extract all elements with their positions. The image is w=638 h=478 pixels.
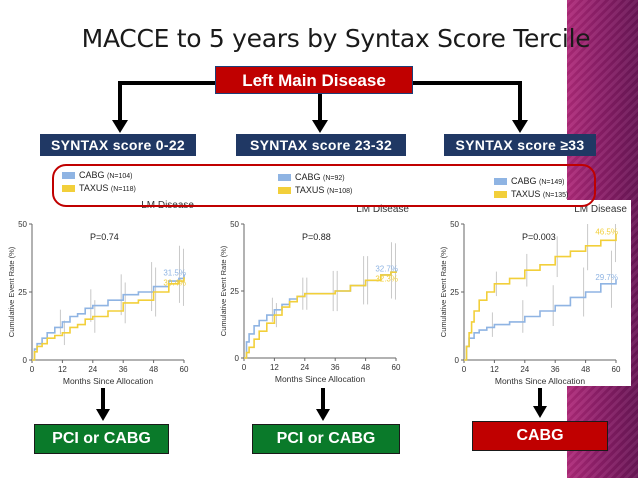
end-value-label: 46.5% [595, 228, 618, 237]
x-tick-label: 12 [490, 365, 499, 374]
arrow-head [112, 120, 128, 133]
legend-item-cabg: CABG (N=92) [278, 172, 352, 182]
legend-item-taxus: TAXUS (N=108) [278, 185, 352, 195]
x-tick-label: 24 [88, 365, 97, 374]
legend-high: CABG (N=149) TAXUS (N=135) [494, 176, 568, 199]
legend-count: (N=92) [323, 175, 345, 182]
legend-highlight-frame [52, 164, 596, 207]
legend-label: CABG [511, 176, 537, 186]
legend-label: TAXUS [511, 189, 541, 199]
x-tick-label: 36 [331, 363, 340, 372]
chart-title: LM Disease [574, 204, 627, 215]
km-curve-taxus [464, 233, 617, 361]
chart-title: LM Disease [356, 204, 409, 215]
cabg-swatch [62, 172, 75, 180]
y-axis-label: Cumulative Event Rate (%) [7, 246, 16, 337]
legend-mid: CABG (N=92) TAXUS (N=108) [278, 172, 352, 195]
result-box-mid: PCI or CABG [252, 424, 400, 454]
arrow-head [533, 406, 547, 418]
x-tick-label: 24 [520, 365, 529, 374]
cabg-swatch [278, 174, 291, 182]
legend-label: TAXUS [295, 185, 325, 195]
y-tick-label: 0 [23, 356, 28, 365]
x-tick-label: 48 [149, 365, 158, 374]
arrow-head [316, 409, 330, 421]
x-tick-label: 60 [612, 365, 621, 374]
p-value-label: P=0.003 [522, 232, 556, 242]
end-value-label: 32.7% [375, 264, 398, 273]
y-tick-label: 50 [18, 220, 27, 229]
x-tick-label: 60 [180, 365, 189, 374]
syntax-score-high-box: SYNTAX score ≥33 [444, 134, 596, 156]
x-tick-label: 12 [58, 365, 67, 374]
y-tick-label: 0 [455, 356, 460, 365]
x-tick-label: 48 [361, 363, 370, 372]
arrow-head [312, 120, 328, 133]
km-curve-cabg [244, 270, 397, 359]
y-tick-label: 50 [450, 220, 459, 229]
y-tick-label: 50 [230, 220, 239, 229]
y-tick-label: 25 [18, 288, 27, 297]
arrow-head [512, 120, 528, 133]
legend-label: CABG [79, 170, 105, 180]
left-main-disease-box: Left Main Disease [215, 66, 413, 94]
cabg-swatch [494, 178, 507, 186]
legend-low: CABG (N=104) TAXUS (N=118) [62, 170, 136, 193]
legend-count: (N=135) [542, 192, 569, 199]
legend-label: CABG [295, 172, 321, 182]
result-box-high: CABG [472, 421, 608, 451]
slide-title: MACCE to 5 years by Syntax Score Tercile [81, 24, 591, 53]
p-value-label: P=0.74 [90, 232, 119, 242]
y-axis-label: Cumulative Event Rate (%) [219, 245, 228, 336]
km-curve-cabg [464, 279, 617, 361]
legend-label: TAXUS [79, 183, 109, 193]
p-value-label: P=0.88 [302, 232, 331, 242]
end-value-label: 29.7% [595, 273, 618, 282]
x-tick-label: 12 [270, 363, 279, 372]
legend-item-taxus: TAXUS (N=118) [62, 183, 136, 193]
km-chart-high: LM Disease P=0.003 0 25 50 0 12 24 36 48 60 Months … [439, 204, 627, 386]
end-value-label: 30.4% [163, 278, 186, 287]
legend-count: (N=149) [539, 179, 565, 186]
km-curve-cabg [32, 274, 185, 361]
x-tick-label: 0 [462, 365, 467, 374]
x-tick-label: 0 [30, 365, 35, 374]
x-axis-label: Months Since Allocation [63, 376, 154, 386]
x-tick-label: 36 [551, 365, 560, 374]
result-box-low: PCI or CABG [34, 424, 169, 454]
y-tick-label: 25 [450, 288, 459, 297]
chart-panel-mid: LM Disease P=0.88 0 25 50 0 12 24 36 48 60 Months S… [218, 200, 413, 386]
x-tick-label: 60 [392, 363, 401, 372]
x-tick-label: 36 [119, 365, 128, 374]
arrow-head [96, 409, 110, 421]
km-curve-taxus [244, 271, 397, 359]
taxus-swatch [278, 187, 291, 195]
y-tick-label: 0 [235, 354, 240, 363]
y-axis-label: Cumulative Event Rate (%) [439, 246, 448, 337]
legend-count: (N=108) [326, 188, 353, 195]
legend-item-cabg: CABG (N=149) [494, 176, 568, 186]
x-tick-label: 48 [581, 365, 590, 374]
x-tick-label: 24 [300, 363, 309, 372]
km-chart-mid: LM Disease P=0.88 0 25 50 0 12 24 36 48 60 Months S… [219, 204, 409, 384]
end-value-label: 31.5% [163, 268, 186, 277]
legend-count: (N=118) [110, 186, 136, 193]
chart-panel-low: LM Disease P=0.74 0 25 50 0 12 24 36 48 60 Months S… [2, 196, 198, 386]
taxus-swatch [62, 185, 75, 193]
syntax-score-low-box: SYNTAX score 0-22 [40, 134, 196, 156]
x-axis-label: Months Since Allocation [275, 374, 366, 384]
syntax-score-mid-box: SYNTAX score 23-32 [236, 134, 406, 156]
legend-count: (N=104) [107, 173, 133, 180]
km-curve-taxus [32, 277, 185, 361]
y-tick-label: 25 [230, 287, 239, 296]
end-value-label: 32.3% [375, 274, 398, 283]
legend-item-taxus: TAXUS (N=135) [494, 189, 568, 199]
x-axis-label: Months Since Allocation [495, 376, 586, 386]
x-tick-label: 0 [242, 363, 247, 372]
legend-item-cabg: CABG (N=104) [62, 170, 136, 180]
taxus-swatch [494, 191, 507, 199]
chart-panel-high: LM Disease P=0.003 0 25 50 0 12 24 36 48 60 Months … [436, 200, 631, 386]
